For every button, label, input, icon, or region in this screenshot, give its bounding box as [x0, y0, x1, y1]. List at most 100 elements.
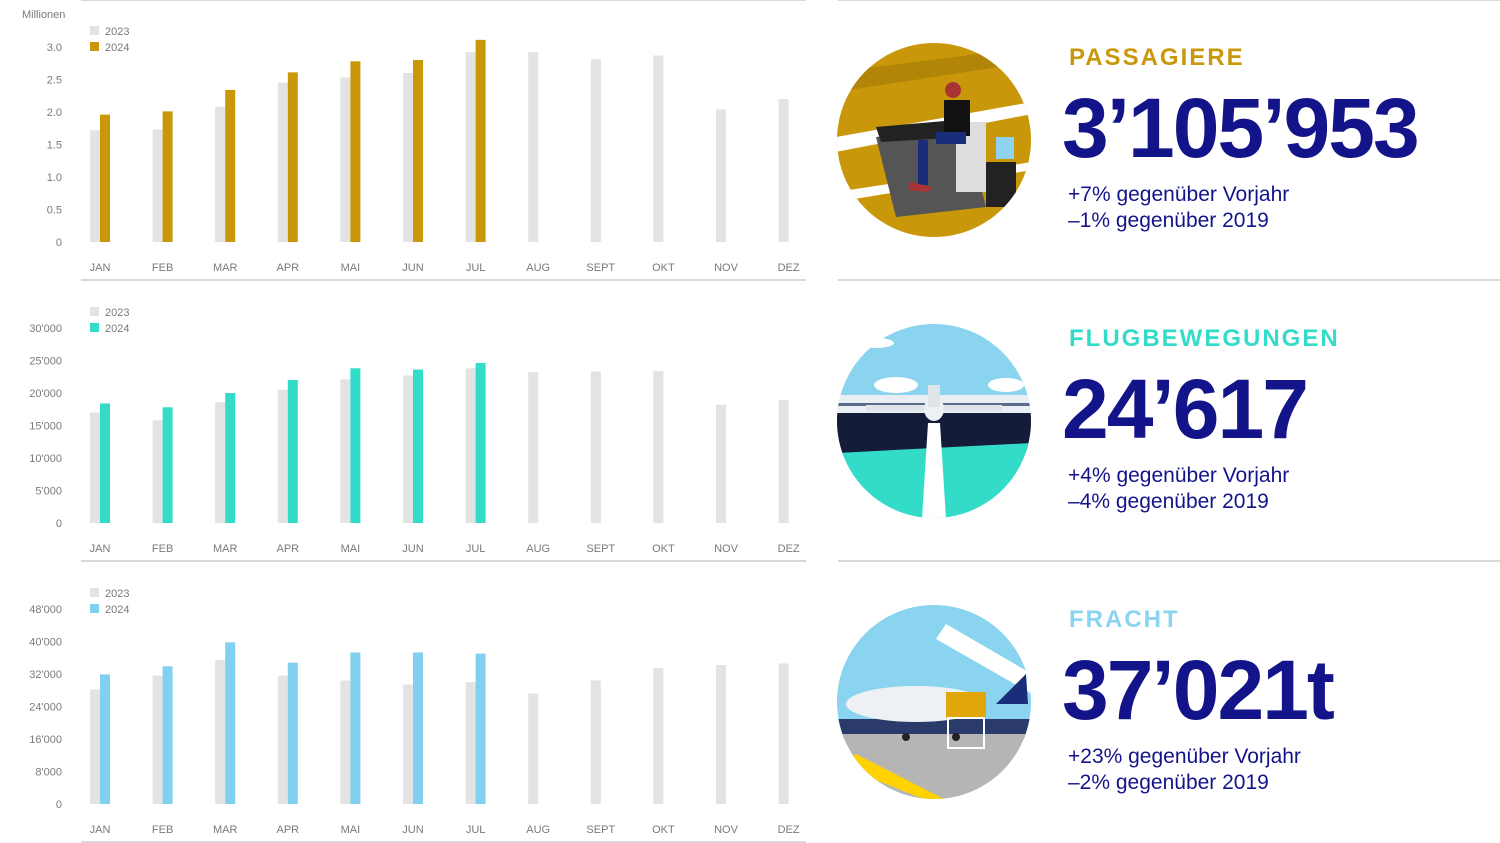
y-tick-label: 0	[56, 799, 62, 811]
bar-2024-jul	[475, 362, 486, 523]
x-tick-label: AUG	[526, 543, 550, 555]
legend-label-2023: 2023	[105, 588, 129, 600]
x-tick-label: MAI	[341, 824, 361, 836]
bar-2024-apr	[287, 72, 298, 242]
y-tick-label: 3.0	[47, 42, 62, 54]
passenger-lounge-illustration	[836, 42, 1032, 238]
bar-2023-mai	[340, 77, 351, 242]
legend-swatch-2024	[90, 42, 99, 51]
y-tick-label: 40'000	[29, 637, 62, 649]
x-tick-label: NOV	[714, 262, 739, 274]
bar-2023-aug	[528, 52, 539, 243]
legend-label-2024: 2024	[105, 604, 129, 616]
freight-chart: 0 8'000 16'000 24'000 32'000 40'000 48'000 2023…	[0, 562, 810, 843]
bar-2023-feb	[152, 675, 163, 804]
movements-chart-svg: 0 5'000 10'000 15'000 20'000 25'000 30'000 2023…	[29, 307, 800, 555]
bar-2024-mai	[350, 652, 361, 804]
bar-2023-sept	[590, 59, 601, 242]
x-tick-label: NOV	[714, 543, 739, 555]
bar-2024-jun	[413, 369, 423, 523]
x-tick-label: JAN	[90, 262, 111, 274]
freight-change-2019: –2% gegenüber 2019	[1068, 771, 1269, 794]
bar-2023-jan	[90, 689, 100, 804]
bar-2023-mai	[340, 680, 351, 804]
bar-2024-apr	[287, 662, 298, 804]
bar-2023-dez	[778, 663, 789, 804]
bar-2023-nov	[716, 665, 726, 804]
freight-value: 37’021t	[1062, 643, 1335, 737]
bar-2023-aug	[528, 693, 539, 804]
legend-swatch-2023	[90, 26, 99, 35]
movements-label: FLUGBEWEGUNGEN	[1069, 325, 1340, 352]
y-tick-label: 2.0	[47, 107, 62, 119]
x-tick-label: MAR	[213, 543, 238, 555]
x-tick-label: JAN	[90, 824, 111, 836]
bar-2023-sept	[590, 680, 601, 804]
x-tick-label: APR	[276, 543, 299, 555]
x-tick-label: MAR	[213, 824, 238, 836]
bar-2024-feb	[162, 407, 173, 523]
bar-2023-apr	[277, 389, 288, 523]
bar-2023-jan	[90, 130, 100, 242]
freight-change-previous-year: +23% gegenüber Vorjahr	[1068, 745, 1301, 768]
bar-2023-dez	[778, 400, 789, 523]
x-tick-label: AUG	[526, 824, 550, 836]
bar-2023-mai	[340, 379, 351, 523]
y-tick-label: 0.5	[47, 205, 62, 217]
legend-label-2023: 2023	[105, 307, 129, 319]
passengers-change-2019: –1% gegenüber 2019	[1068, 209, 1269, 232]
y-tick-label: 1.0	[47, 172, 62, 184]
legend-swatch-2024	[90, 604, 99, 613]
bar-2023-jun	[403, 375, 413, 523]
bar-2024-jul	[475, 39, 486, 242]
x-tick-label: MAI	[341, 543, 361, 555]
x-tick-label: JUL	[466, 543, 486, 555]
y-tick-label: 25'000	[29, 356, 62, 368]
x-tick-label: OKT	[652, 543, 675, 555]
bar-2024-mar	[225, 642, 236, 804]
x-tick-label: AUG	[526, 262, 550, 274]
x-tick-label: MAR	[213, 262, 238, 274]
movements-stat-panel: FLUGBEWEGUNGEN 24’617 +4% gegenüber Vorj…	[836, 281, 1500, 562]
bar-2023-mar	[215, 106, 226, 242]
bar-2024-jan	[100, 674, 110, 804]
x-tick-label: JUL	[466, 262, 486, 274]
x-tick-label: JUN	[402, 262, 423, 274]
y-axis-label: Millionen	[22, 9, 65, 21]
x-tick-label: FEB	[152, 543, 173, 555]
bar-2023-jul	[465, 368, 476, 523]
freight-label: FRACHT	[1069, 606, 1180, 633]
bar-2023-nov	[716, 109, 726, 243]
divider-right-1	[838, 279, 1500, 281]
x-tick-label: APR	[276, 262, 299, 274]
bar-2023-feb	[152, 129, 163, 242]
y-tick-label: 2.5	[47, 75, 62, 87]
bar-2023-aug	[528, 372, 539, 523]
x-tick-label: APR	[276, 824, 299, 836]
x-tick-label: NOV	[714, 824, 739, 836]
y-tick-label: 5'000	[35, 486, 62, 498]
legend-label-2024: 2024	[105, 42, 129, 54]
x-tick-label: SEPT	[586, 262, 615, 274]
y-tick-label: 15'000	[29, 421, 62, 433]
bar-2024-mai	[350, 61, 361, 242]
bar-2024-jun	[413, 60, 423, 242]
x-tick-label: DEZ	[778, 262, 800, 274]
bar-2023-jun	[403, 73, 413, 242]
bar-2023-mar	[215, 660, 226, 804]
bar-2024-jun	[413, 652, 423, 804]
x-tick-label: FEB	[152, 262, 173, 274]
bar-2024-jan	[100, 114, 110, 242]
passengers-label: PASSAGIERE	[1069, 44, 1245, 71]
legend-label-2024: 2024	[105, 323, 129, 335]
divider-left-1	[81, 279, 806, 281]
y-tick-label: 1.5	[47, 140, 62, 152]
bar-2023-dez	[778, 99, 789, 242]
bar-2024-feb	[162, 111, 173, 242]
bar-2024-feb	[162, 666, 173, 804]
y-tick-label: 8'000	[35, 767, 62, 779]
bar-2024-mai	[350, 368, 361, 523]
x-tick-label: JUN	[402, 824, 423, 836]
bar-2024-mar	[225, 393, 236, 523]
legend-swatch-2024	[90, 323, 99, 332]
